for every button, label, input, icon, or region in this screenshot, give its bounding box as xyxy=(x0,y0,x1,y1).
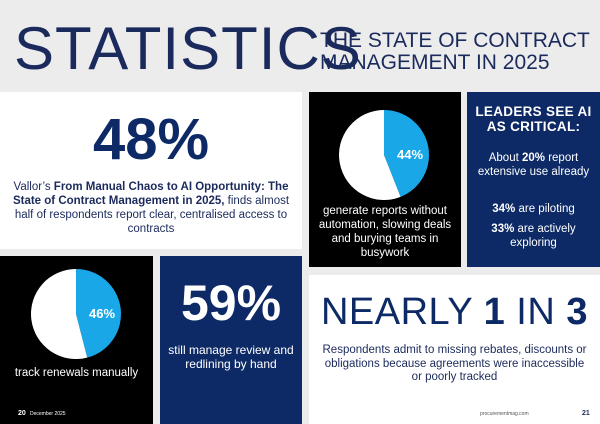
ai-stat-piloting: 34% are piloting xyxy=(492,203,575,215)
pie-44-slice-2 xyxy=(339,110,401,200)
stat-59-panel xyxy=(160,256,302,424)
stat-44-caption: generate reports without automation, slo… xyxy=(318,205,452,259)
stat-48-description: Vallor’s From Manual Chaos to AI Opportu… xyxy=(12,181,290,235)
stat-59-caption: still manage review and redlining by han… xyxy=(168,343,294,371)
issue-date: December 2025 xyxy=(30,411,66,417)
pie-46-slices xyxy=(31,269,122,359)
pie-44-label: 44% xyxy=(397,147,423,162)
pie-44-slices xyxy=(339,110,429,200)
pie-chart-46: 46% xyxy=(31,269,122,359)
pie-chart-44: 44% xyxy=(339,110,429,200)
nearly-one-in-three-panel xyxy=(309,275,600,424)
site-url: procurementmag.com xyxy=(480,411,529,417)
stat-46-caption: track renewals manually xyxy=(14,367,139,379)
pie-46-label: 46% xyxy=(89,306,115,321)
page-title: STATISTICS xyxy=(14,15,362,82)
page-subtitle: THE STATE OF CONTRACT MANAGEMENT IN 2025 xyxy=(320,29,590,74)
pie-46-slice-1 xyxy=(76,269,122,358)
page-number-right: 21 xyxy=(582,410,590,417)
pie-46-slice-2 xyxy=(31,269,88,359)
ai-leaders-heading: LEADERS SEE AI AS CRITICAL: xyxy=(475,104,592,134)
stat-59-value: 59% xyxy=(180,275,282,331)
ai-stat-extensive-use: About 20% report extensive use already xyxy=(477,152,590,178)
nearly-one-in-three-heading: NEARLY 1 IN 3 xyxy=(320,291,588,333)
ai-stat-exploring: 33% are actively exploring xyxy=(491,223,576,249)
ai-leaders-panel xyxy=(467,92,600,267)
nearly-one-in-three-caption: Respondents admit to missing rebates, di… xyxy=(322,344,587,383)
stat-48-panel xyxy=(0,92,302,249)
stat-48-value: 48% xyxy=(92,107,210,172)
page-number-left: 20 xyxy=(18,410,26,417)
pie-44-slice-1 xyxy=(384,110,429,197)
